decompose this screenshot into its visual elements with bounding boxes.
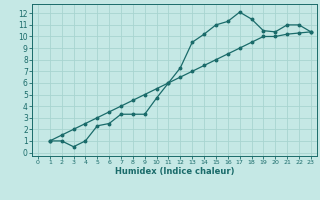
X-axis label: Humidex (Indice chaleur): Humidex (Indice chaleur) xyxy=(115,167,234,176)
